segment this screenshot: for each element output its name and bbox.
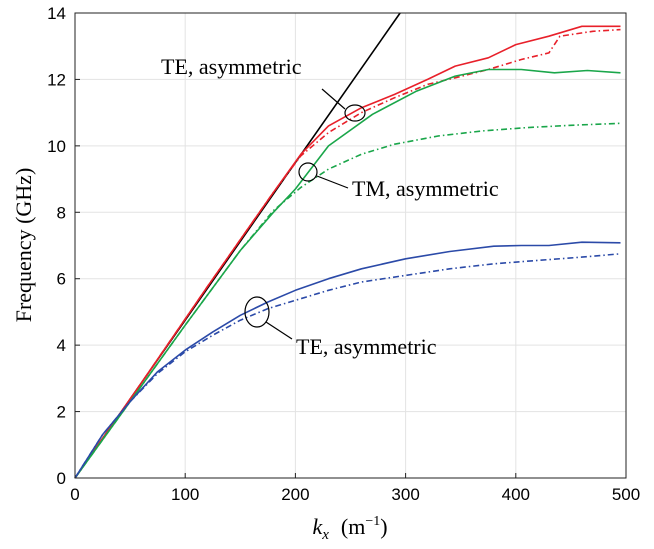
y-tick-label: 10 — [47, 137, 66, 156]
annotation-leader-te-upper — [321, 88, 346, 110]
annotation-ellipse-te-lower — [244, 296, 270, 328]
y-tick-label: 8 — [57, 203, 66, 222]
x-tick-label: 300 — [391, 485, 419, 504]
y-tick-label: 14 — [47, 4, 66, 23]
x-tick-label: 400 — [502, 485, 530, 504]
annotation-ellipse-tm — [298, 162, 318, 182]
series-line-green-dashdot — [74, 122, 621, 479]
x-tick-label: 100 — [171, 485, 199, 504]
plot-frame — [74, 12, 627, 479]
annotation-te-asymmetric-upper: TE, asymmetric — [161, 54, 302, 79]
series-line-blue-solid — [74, 241, 621, 479]
annotations: TE, asymmetric TM, asymmetric TE, asymme… — [161, 54, 499, 359]
y-tick-label: 0 — [57, 469, 66, 488]
y-tick-label: 6 — [57, 270, 66, 289]
axis-ticks: 0 100 200 300 400 500 0 2 4 6 8 10 12 14 — [47, 4, 640, 504]
y-tick-label: 12 — [47, 70, 66, 89]
x-tick-label: 200 — [281, 485, 309, 504]
y-axis-title: Frequency (GHz) — [11, 168, 36, 323]
series-lines — [74, 12, 621, 479]
x-tick-label: 500 — [612, 485, 640, 504]
y-tick-label: 2 — [57, 403, 66, 422]
annotation-leader-te-lower — [265, 321, 293, 340]
series-line-red-dashdot — [74, 28, 621, 479]
series-line-red-solid — [74, 25, 621, 479]
annotation-tm-asymmetric: TM, asymmetric — [352, 176, 499, 201]
annotation-ellipse-te-upper — [344, 104, 366, 122]
y-tick-label: 4 — [57, 336, 66, 355]
x-axis-title: kx (m−1) — [312, 514, 387, 543]
annotation-leader-tm — [316, 175, 349, 189]
annotation-te-asymmetric-lower: TE, asymmetric — [296, 334, 437, 359]
x-tick-label: 0 — [70, 485, 79, 504]
